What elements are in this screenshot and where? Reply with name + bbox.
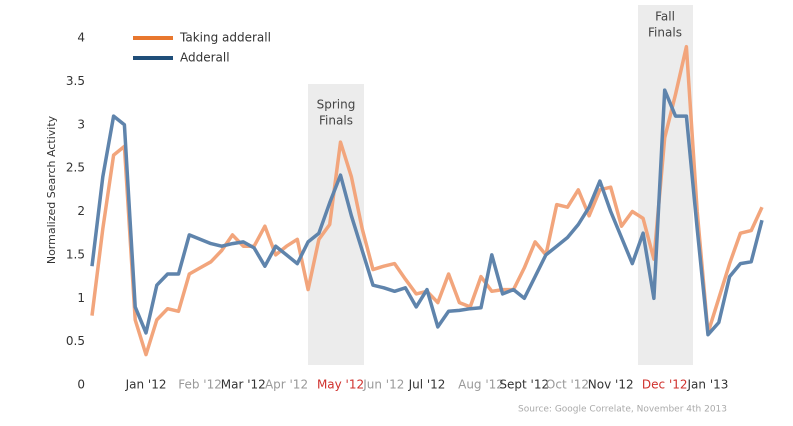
annotation: Finals xyxy=(319,114,353,128)
x-tick-label: Apr '12 xyxy=(265,378,308,392)
y-tick-label: 1 xyxy=(77,291,85,305)
y-tick-label: 1.5 xyxy=(66,247,85,261)
legend-label: Adderall xyxy=(180,51,230,65)
x-tick-label: Mar '12 xyxy=(221,378,266,392)
x-tick-label: Jan '13 xyxy=(687,378,729,392)
x-tick-label: Nov '12 xyxy=(588,378,634,392)
legend-label: Taking adderall xyxy=(179,31,271,45)
y-tick-label: 2 xyxy=(77,204,85,218)
x-tick-label: Dec '12 xyxy=(642,378,688,392)
y-tick-label: 0 xyxy=(77,378,85,392)
y-tick-label: 3.5 xyxy=(66,74,85,88)
y-tick-label: 3 xyxy=(77,117,85,131)
x-tick-label: Jan '12 xyxy=(125,378,167,392)
series-line xyxy=(90,88,764,337)
x-tick-label: Oct '12 xyxy=(546,378,589,392)
y-axis-label: Normalized Search Activity xyxy=(45,115,58,264)
annotation: Fall xyxy=(655,10,675,24)
x-tick-label: Sept '12 xyxy=(499,378,549,392)
x-tick-label: Aug '12 xyxy=(458,378,504,392)
annotation: Finals xyxy=(648,26,682,40)
x-tick-label: May '12 xyxy=(317,378,364,392)
x-tick-label: Feb '12 xyxy=(178,378,222,392)
y-tick-label: 2.5 xyxy=(66,161,85,175)
y-tick-label: 4 xyxy=(77,31,85,45)
x-tick-label: Jul '12 xyxy=(408,378,446,392)
source: Source: Google Correlate, November 4th 2… xyxy=(518,405,727,415)
y-tick-label: 0.5 xyxy=(66,334,85,348)
annotation: Spring xyxy=(317,98,356,112)
x-tick-label: Jun '12 xyxy=(362,378,404,392)
